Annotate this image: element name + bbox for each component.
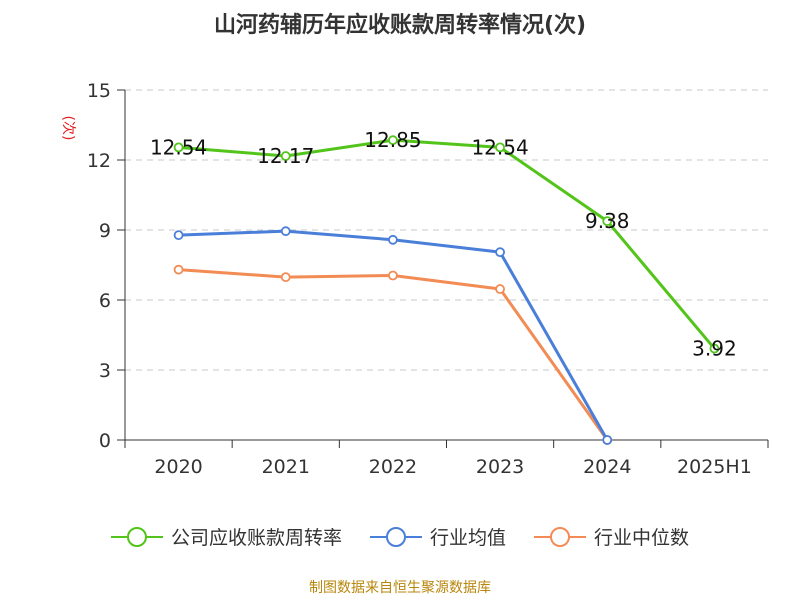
data-point[interactable] bbox=[388, 234, 398, 245]
data-point[interactable] bbox=[709, 343, 720, 354]
series-3 bbox=[173, 264, 613, 445]
data-point[interactable] bbox=[495, 142, 505, 153]
axes: 0 3 6 9 12 15 2020 2021 2022 2023 2024 2025H1 bbox=[87, 80, 769, 478]
y-tick-label: 15 bbox=[87, 80, 111, 102]
data-point[interactable] bbox=[280, 272, 291, 283]
x-tick-label: 2023 bbox=[476, 456, 524, 478]
source-note: 制图数据来自恒生聚源数据库 bbox=[309, 580, 491, 596]
legend-item-3[interactable]: 行业中位数 bbox=[534, 527, 689, 549]
data-label: 12.54 bbox=[150, 135, 207, 159]
data-point[interactable] bbox=[388, 135, 398, 146]
data-point[interactable] bbox=[602, 435, 613, 445]
data-point[interactable] bbox=[280, 226, 291, 237]
data-label: 12.54 bbox=[471, 135, 528, 159]
legend[interactable]: 公司应收账款周转率 行业均值 行业中位数 bbox=[110, 527, 689, 549]
series-1 bbox=[173, 135, 720, 354]
y-tick-label: 3 bbox=[99, 360, 111, 382]
x-tick-label: 2024 bbox=[583, 456, 631, 478]
data-label: 12.17 bbox=[257, 144, 314, 168]
series-line bbox=[178, 138, 716, 350]
x-tick-label: 2025H1 bbox=[677, 456, 752, 478]
data-point[interactable] bbox=[388, 270, 398, 281]
series bbox=[173, 135, 720, 445]
data-point[interactable] bbox=[495, 247, 505, 258]
legend-item-2[interactable]: 行业均值 bbox=[369, 527, 506, 549]
legend-label: 行业均值 bbox=[430, 527, 506, 549]
series-2 bbox=[173, 226, 613, 445]
series-line bbox=[178, 268, 609, 441]
y-tick-label: 9 bbox=[99, 220, 111, 242]
data-label: 9.38 bbox=[585, 209, 630, 233]
legend-marker bbox=[385, 527, 406, 547]
legend-marker bbox=[126, 527, 147, 547]
y-tick-label: 12 bbox=[87, 150, 111, 172]
data-labels: 12.54 12.17 12.85 12.54 9.38 3.92 bbox=[150, 128, 737, 360]
data-point[interactable] bbox=[173, 264, 184, 275]
y-tick-label: 0 bbox=[99, 430, 111, 452]
y-tick-label: 6 bbox=[99, 290, 111, 312]
legend-item-1[interactable]: 公司应收账款周转率 bbox=[110, 527, 342, 549]
series-line bbox=[178, 229, 609, 441]
data-label: 12.85 bbox=[364, 128, 421, 152]
x-tick-label: 2020 bbox=[154, 456, 202, 478]
data-point[interactable] bbox=[280, 151, 291, 161]
legend-label: 公司应收账款周转率 bbox=[171, 527, 342, 549]
x-tick-label: 2022 bbox=[369, 456, 417, 478]
data-point[interactable] bbox=[602, 216, 613, 227]
data-point[interactable] bbox=[173, 230, 184, 241]
data-point[interactable] bbox=[173, 142, 184, 153]
legend-label: 行业中位数 bbox=[594, 527, 689, 549]
data-label: 3.92 bbox=[692, 337, 737, 361]
chart-title: 山河药辅历年应收账款周转率情况(次) bbox=[214, 12, 586, 38]
y-axis-label: (次) bbox=[60, 116, 76, 141]
grid bbox=[125, 89, 768, 371]
legend-marker bbox=[550, 527, 571, 547]
data-point[interactable] bbox=[495, 284, 505, 294]
x-tick-label: 2021 bbox=[262, 456, 310, 478]
